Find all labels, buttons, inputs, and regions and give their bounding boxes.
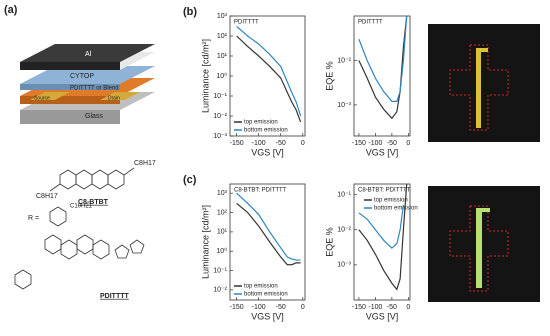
x-tick-label: 0 — [301, 140, 305, 147]
y-axis-label: Luminance [cd/m²] — [200, 205, 210, 279]
x-tick-label: -100 — [252, 304, 266, 311]
layer-label: Glass — [85, 113, 103, 120]
y-tick-label: 10² — [217, 209, 228, 216]
x-axis-label: VGS [V] — [366, 147, 399, 157]
series-line — [236, 202, 301, 266]
legend-label: top emission — [244, 284, 278, 290]
molecule-name: C8-BTBT — [78, 199, 109, 206]
legend-label: bottom emission — [244, 128, 288, 134]
x-tick-label: -150 — [352, 304, 366, 311]
molecule-label: R = — [28, 215, 39, 222]
layer-label: PDITTTT or Blend — [70, 86, 119, 92]
plot-frame — [229, 183, 306, 301]
x-tick-label: -150 — [230, 140, 244, 147]
x-tick-label: -150 — [230, 304, 244, 311]
series-line — [236, 26, 302, 117]
panel-label: (b) — [183, 6, 197, 18]
y-tick-label: 10¹ — [217, 229, 228, 236]
micrograph — [428, 24, 540, 302]
y-tick-label: 10⁻¹ — [213, 93, 227, 100]
y-tick-label: 10⁻³ — [213, 133, 227, 140]
layer-label: Al — [85, 51, 92, 58]
layer-label: Source — [34, 95, 50, 101]
series-line — [358, 15, 408, 120]
x-axis-label: VGS [V] — [366, 311, 399, 321]
y-tick-label: 10⁻² — [337, 57, 351, 64]
y-tick-label: 10⁰ — [216, 247, 227, 255]
layer-label: Drain — [108, 95, 120, 101]
chart-title: PDITTTT — [234, 20, 259, 26]
x-tick-label: -100 — [252, 140, 266, 147]
series-line — [236, 35, 302, 123]
molecules — [14, 167, 145, 290]
plot-frame — [353, 15, 411, 137]
legend-label: top emission — [244, 120, 278, 126]
y-axis-label: Luminance [cd/m²] — [200, 39, 210, 113]
molecule-name: PDITTTT — [100, 293, 129, 300]
x-axis-label: VGS [V] — [251, 147, 284, 157]
y-tick-label: 10⁻³ — [337, 262, 351, 269]
chart-title: C8-BTBT: PDITTTT — [234, 188, 287, 194]
x-tick-label: -50 — [276, 304, 286, 311]
y-tick-label: 10⁰ — [216, 72, 227, 80]
y-tick-label: 10⁻¹ — [213, 267, 227, 274]
molecule-label: C8H17 — [134, 160, 156, 167]
y-tick-label: 10⁻² — [213, 287, 227, 294]
x-tick-label: -100 — [368, 304, 382, 311]
panel-label: (a) — [4, 4, 18, 16]
legend-label: bottom emission — [244, 292, 288, 298]
molecule-label: C10H21 — [70, 204, 93, 210]
chart-title: C8-BTBT: PDITTTT — [358, 188, 411, 194]
legend-label: top emission — [374, 198, 408, 204]
plot-frame — [229, 15, 306, 137]
x-tick-label: 0 — [406, 304, 410, 311]
y-axis-label: EQE % — [324, 61, 334, 91]
series-line — [358, 205, 405, 249]
series-line — [358, 183, 408, 291]
x-tick-label: -50 — [387, 140, 397, 147]
y-tick-label: 10⁻² — [213, 113, 227, 120]
y-tick-label: 10³ — [217, 13, 228, 20]
y-tick-label: 10⁻³ — [337, 102, 351, 109]
device-schematic: Al CYTOP PDITTTT or Blend Source Drain G… — [20, 44, 155, 124]
y-tick-label: 10⁻¹ — [337, 191, 351, 198]
x-tick-label: -100 — [368, 140, 382, 147]
x-tick-label: -50 — [276, 140, 286, 147]
y-tick-label: 10⁻² — [337, 227, 351, 234]
x-tick-label: -50 — [387, 304, 397, 311]
y-tick-label: 10³ — [217, 190, 228, 197]
x-axis-label: VGS [V] — [251, 311, 284, 321]
y-axis-label: EQE % — [324, 227, 334, 257]
y-tick-label: 10¹ — [217, 53, 228, 60]
x-tick-label: -150 — [352, 140, 366, 147]
series-line — [358, 15, 408, 103]
y-tick-label: 10² — [217, 33, 228, 40]
plot-frame — [353, 183, 411, 301]
layer-label: CYTOP — [70, 73, 94, 80]
x-tick-label: 0 — [301, 304, 305, 311]
panel-label: (c) — [183, 174, 197, 186]
molecule-label: C8H17 — [36, 193, 58, 200]
legend-label: bottom emission — [374, 206, 418, 212]
x-tick-label: 0 — [406, 140, 410, 147]
chart-title: PDITTTT — [358, 20, 383, 26]
series-line — [236, 192, 301, 261]
